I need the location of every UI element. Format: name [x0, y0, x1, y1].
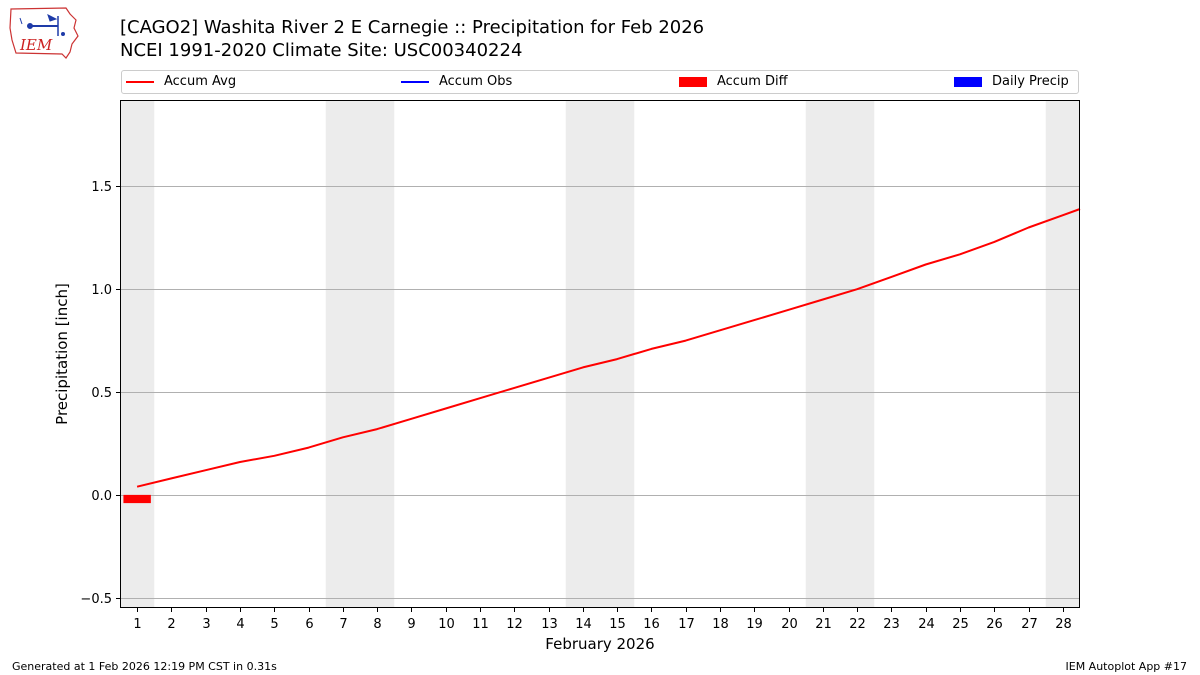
x-tick-label: 9 [407, 617, 415, 632]
weekend-band [805, 100, 875, 608]
weekend-shading [120, 100, 1080, 608]
weekend-band [325, 100, 395, 608]
y-tick-label: −0.5 [80, 592, 112, 607]
x-tick-label: 4 [236, 617, 244, 632]
x-tick-label: 10 [438, 617, 455, 632]
x-axis-ticks: 1 2 3 4 5 6 7 8 9 10 11 12 13 14 15 16 17 18 19 20 21 22 23 24 2… [133, 608, 1072, 632]
y-tick-label: 0.0 [91, 489, 112, 504]
x-tick-label: 5 [270, 617, 278, 632]
legend-label: Accum Avg [164, 74, 237, 89]
weekend-band [565, 100, 635, 608]
x-tick-label: 14 [575, 617, 592, 632]
x-tick-label: 1 [133, 617, 141, 632]
x-tick-label: 27 [1021, 617, 1038, 632]
x-tick-label: 25 [952, 617, 969, 632]
x-tick-label: 24 [918, 617, 935, 632]
legend-swatch [954, 76, 982, 87]
logo-text: IEM [19, 36, 53, 54]
x-tick-label: 2 [167, 617, 175, 632]
iowa-outline-icon [9, 7, 79, 59]
weekend-band [1045, 100, 1080, 608]
x-tick-label: 28 [1055, 617, 1072, 632]
x-tick-label: 18 [712, 617, 729, 632]
legend-swatch [679, 76, 707, 87]
x-tick-label: 16 [643, 617, 660, 632]
legend-swatch [126, 80, 154, 83]
legend-item-accum-obs: Accum Obs [401, 74, 512, 91]
x-tick-label: 26 [986, 617, 1003, 632]
x-tick-label: 7 [339, 617, 347, 632]
x-tick-label: 22 [849, 617, 866, 632]
grid-lines [120, 186, 1080, 599]
legend-item-accum-diff: Accum Diff [679, 74, 788, 91]
x-tick-label: 11 [472, 617, 489, 632]
y-tick-label: 1.5 [91, 180, 112, 195]
x-tick-label: 3 [202, 617, 210, 632]
x-tick-label: 6 [305, 617, 313, 632]
legend-label: Daily Precip [992, 74, 1069, 89]
x-tick-label: 19 [746, 617, 763, 632]
x-tick-label: 13 [541, 617, 558, 632]
legend-label: Accum Diff [717, 74, 788, 89]
chart-subtitle: NCEI 1991-2020 Climate Site: USC00340224 [120, 40, 523, 61]
accum-avg-line [136, 208, 1081, 488]
legend-label: Accum Obs [439, 74, 513, 89]
iem-logo: IEM [9, 7, 79, 59]
legend-swatch [401, 80, 429, 83]
generated-timestamp: Generated at 1 Feb 2026 12:19 PM CST in … [12, 660, 277, 673]
legend-item-accum-avg: Accum Avg [126, 74, 236, 91]
weather-instruments-icon [19, 14, 65, 36]
plot-frame [120, 100, 1080, 608]
x-tick-label: 23 [883, 617, 900, 632]
x-axis-label: February 2026 [545, 635, 654, 653]
x-tick-label: 12 [506, 617, 523, 632]
x-tick-label: 21 [815, 617, 832, 632]
x-tick-label: 17 [678, 617, 695, 632]
chart-legend: Accum Avg Accum Obs Accum Diff Daily Pre… [121, 70, 1079, 94]
weekend-band [120, 100, 155, 608]
accum-diff-bar [123, 494, 151, 504]
accum-diff-bars [123, 494, 151, 504]
chart-title: [CAGO2] Washita River 2 E Carnegie :: Pr… [120, 17, 705, 38]
x-tick-label: 8 [373, 617, 381, 632]
legend-item-daily-precip: Daily Precip [954, 74, 1069, 91]
y-axis-label: Precipitation [inch] [53, 283, 71, 425]
x-tick-label: 20 [781, 617, 798, 632]
app-label: IEM Autoplot App #17 [1065, 660, 1188, 673]
y-tick-label: 1.0 [91, 283, 112, 298]
x-tick-label: 15 [609, 617, 626, 632]
y-axis-ticks: −0.5 0.0 0.5 1.0 1.5 [80, 180, 120, 607]
accum-avg-series [136, 208, 1081, 488]
y-tick-label: 0.5 [91, 386, 112, 401]
